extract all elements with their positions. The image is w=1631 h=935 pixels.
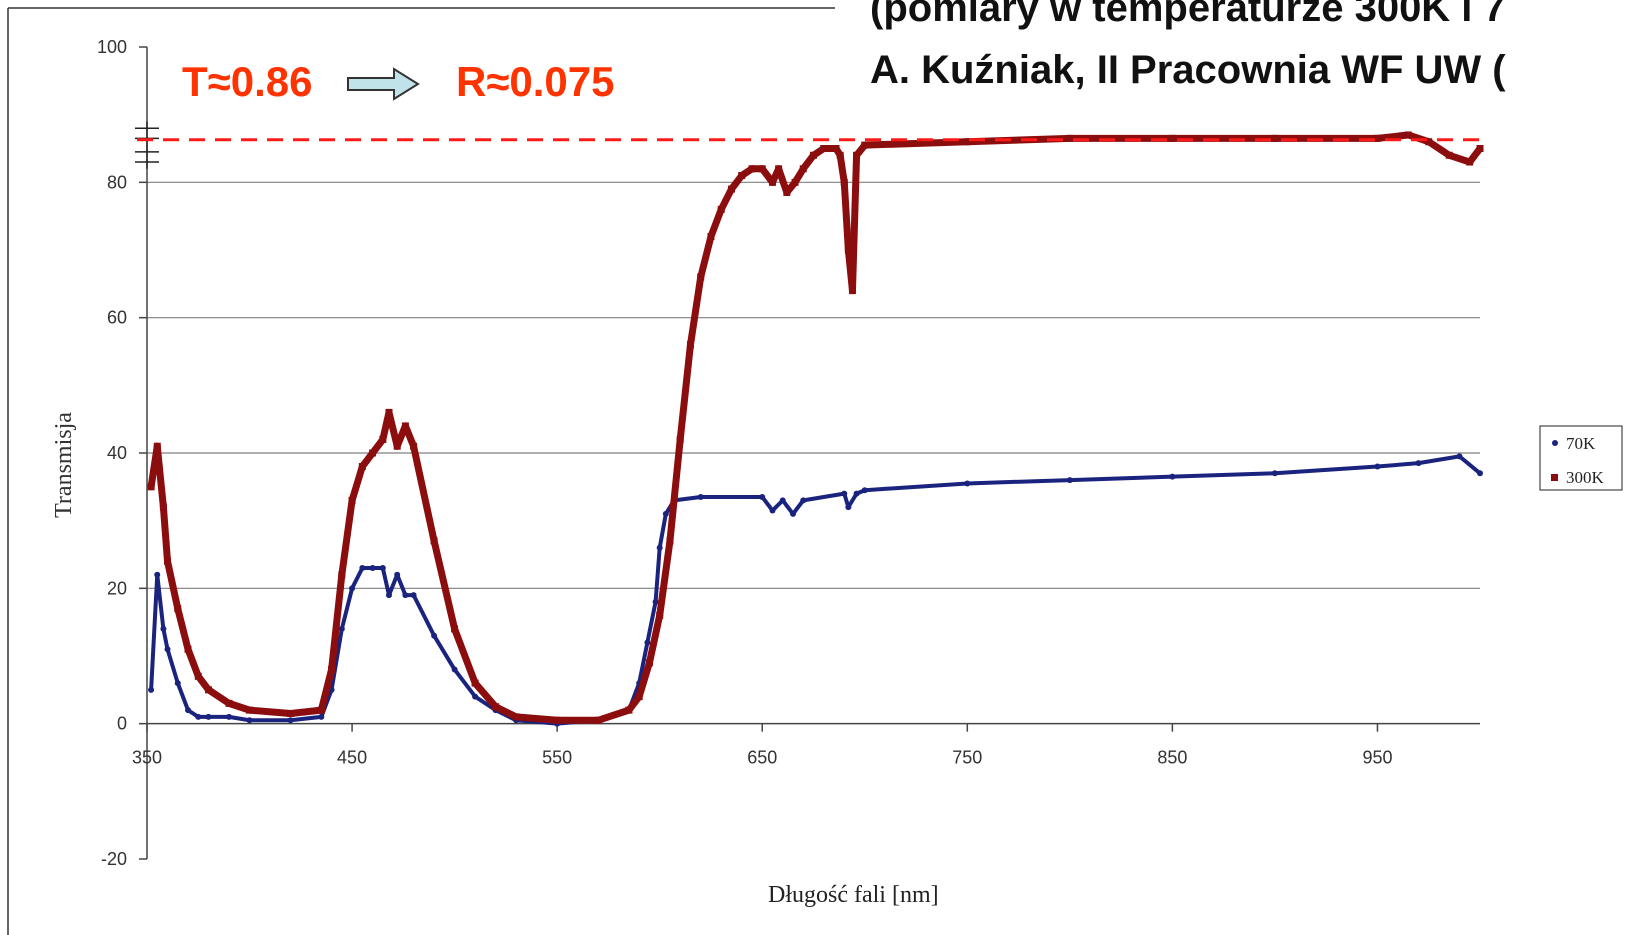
series-segment-300K <box>848 151 861 295</box>
y-tick-label: 60 <box>107 308 127 328</box>
series-segment-70K <box>380 566 391 598</box>
series-segment-300K <box>410 442 438 545</box>
x-tick-label: 550 <box>542 748 572 768</box>
series-segment-300K <box>512 713 561 724</box>
legend-marker-300K <box>1551 474 1558 481</box>
series-segment-70K <box>637 640 650 686</box>
series-segment-70K <box>350 566 365 591</box>
series-segment-300K <box>246 706 295 718</box>
series-segment-70K <box>1416 454 1462 466</box>
series-segment-70K <box>432 633 457 672</box>
series-300K <box>147 131 1484 724</box>
series-segment-300K <box>666 435 684 545</box>
legend-marker-70K <box>1552 440 1558 446</box>
series-segment-70K <box>329 626 344 692</box>
data-point-70K <box>1477 470 1483 477</box>
series-segment-300K <box>594 706 633 724</box>
series-segment-300K <box>676 341 694 443</box>
series-segment-70K <box>288 714 324 723</box>
legend-label-70K: 70K <box>1566 434 1596 453</box>
series-segment-70K <box>1375 461 1421 469</box>
series-segment-300K <box>287 706 325 718</box>
tick-labels: -20 0 20 40 60 80 100 350 450 550 650 750 850 950 <box>97 37 1393 869</box>
slide-header-line-2: A. Kuźniak, II Pracownia WF UW ( <box>870 48 1506 92</box>
y-tick-label: 80 <box>107 172 127 192</box>
annotation-arrow <box>347 67 420 101</box>
x-tick-label: 350 <box>132 748 162 768</box>
data-point-300K <box>1476 145 1484 152</box>
series-segment-70K <box>965 478 1072 486</box>
series-segment-300K <box>164 557 182 613</box>
legend-label-300K: 300K <box>1566 468 1605 487</box>
data-series <box>147 131 1484 727</box>
x-tick-label: 850 <box>1157 748 1187 768</box>
series-70K <box>148 453 1483 727</box>
series-segment-300K <box>775 165 791 196</box>
y-tick-label: 40 <box>107 443 127 463</box>
series-segment-300K <box>635 659 653 701</box>
series-segment-70K <box>411 593 437 638</box>
y-tick-label: -20 <box>101 849 127 869</box>
series-segment-70K <box>395 572 408 598</box>
x-tick-label: 450 <box>337 748 367 768</box>
series-segment-70K <box>1457 454 1482 476</box>
x-tick-label: 650 <box>747 748 777 768</box>
legend: 70K 300K <box>1539 425 1623 491</box>
series-segment-300K <box>328 571 346 674</box>
series-segment-300K <box>707 205 725 240</box>
series-segment-300K <box>840 178 852 254</box>
series-segment-70K <box>165 647 180 686</box>
series-segment-70K <box>1272 464 1380 476</box>
slide-header-line-1: (pomiary w temperaturze 300K i 7 <box>870 0 1506 30</box>
series-segment-70K <box>653 545 662 604</box>
series-segment-70K <box>175 681 191 713</box>
x-tick-label: 950 <box>1362 748 1392 768</box>
series-segment-70K <box>1067 474 1175 483</box>
series-segment-300K <box>430 537 459 633</box>
series-segment-70K <box>452 667 478 699</box>
series-segment-300K <box>348 463 366 504</box>
series-segment-300K <box>1373 131 1412 142</box>
series-segment-300K <box>184 645 202 680</box>
series-segment-70K <box>645 599 658 645</box>
series-segment-300K <box>836 151 848 186</box>
x-tick-label: 750 <box>952 748 982 768</box>
series-segment-300K <box>451 625 479 687</box>
series-segment-70K <box>227 714 252 723</box>
series-segment-300K <box>697 232 715 281</box>
series-segment-300K <box>338 496 356 579</box>
axes <box>135 46 1480 860</box>
series-segment-70K <box>1170 471 1277 479</box>
series-segment-300K <box>317 666 336 714</box>
series-segment-70K <box>862 481 970 493</box>
series-segment-70K <box>155 572 166 631</box>
series-segment-300K <box>159 503 172 565</box>
annotation-reflection: R≈0.075 <box>456 58 614 105</box>
series-segment-70K <box>657 511 668 550</box>
series-segment-70K <box>149 572 160 692</box>
series-segment-300K <box>686 273 705 349</box>
x-axis-label: Długość fali [nm] <box>768 882 939 908</box>
series-segment-300K <box>153 442 167 511</box>
series-segment-70K <box>801 491 847 503</box>
series-segment-300K <box>656 537 674 619</box>
series-segment-300K <box>645 611 664 667</box>
y-axis-label: Transmisja <box>51 412 77 518</box>
series-segment-300K <box>174 605 192 653</box>
series-segment-70K <box>672 494 703 503</box>
annotation-transmission: T≈0.86 <box>182 58 312 105</box>
series-segment-300K <box>471 679 500 711</box>
series-segment-300K <box>861 138 971 149</box>
y-tick-label: 0 <box>117 714 127 734</box>
series-segment-70K <box>161 626 170 652</box>
y-tick-label: 20 <box>107 578 127 598</box>
y-tick-label: 100 <box>97 37 127 57</box>
series-segment-70K <box>339 586 355 631</box>
series-segment-70K <box>386 572 400 598</box>
